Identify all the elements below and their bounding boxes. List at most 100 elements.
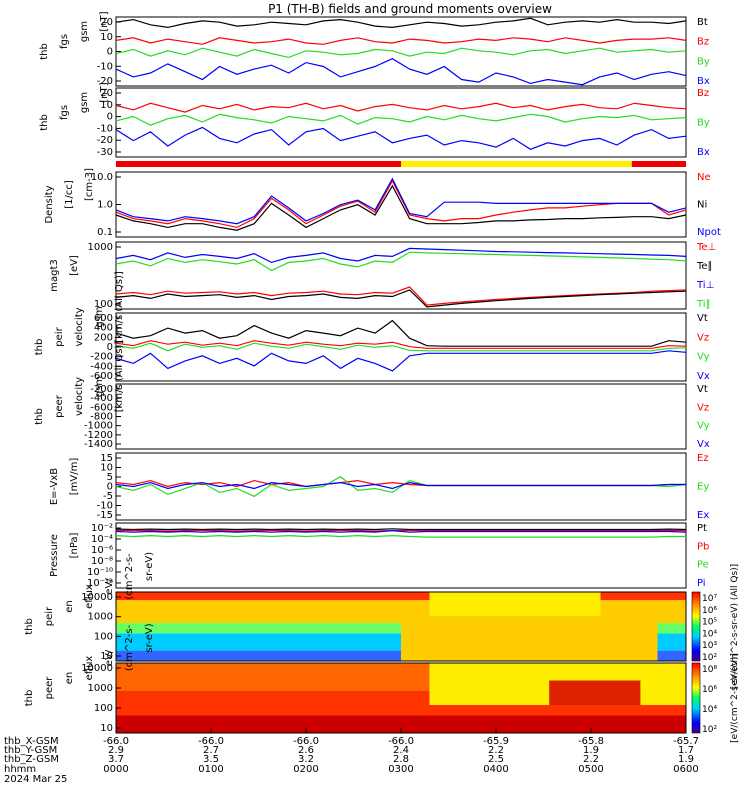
- legend-label: By: [697, 118, 710, 129]
- x-tick-label: 2.4: [393, 745, 409, 756]
- panel-frame: [115, 87, 687, 158]
- series-line-fgs_gsm-2: [115, 47, 687, 59]
- y-tick-label: 20: [100, 17, 113, 28]
- series-line-fgs_gsm_dsl-0: [115, 102, 687, 113]
- y-tick-label: 0: [107, 342, 113, 353]
- series-line-temperature-3: [115, 251, 687, 272]
- series-line-temperature-2: [115, 247, 687, 264]
- x-tick-label: 0600: [673, 764, 698, 775]
- y-axis-label-line: en: [64, 672, 75, 685]
- y-tick-label: 100: [94, 631, 113, 642]
- y-axis-label: thb peer velocity gsm [km/s (All Qs)]: [34, 341, 125, 425]
- spectrogram-band: [429, 592, 601, 617]
- y-tick-label: 1000: [88, 612, 113, 623]
- y-tick-label: 10: [100, 463, 113, 474]
- y-axis-label-line: E=-VxB: [49, 468, 60, 505]
- y-axis-label-line: eflux: [84, 584, 95, 609]
- y-tick-label: -15: [97, 510, 113, 521]
- y-axis-label-line: thb: [34, 408, 45, 425]
- x-tick-label: 2.2: [583, 754, 599, 765]
- colorbar-tick-label: 10⁶: [702, 606, 717, 616]
- mode-bar-segment: [401, 161, 632, 167]
- y-tick-label: 600: [94, 313, 113, 324]
- x-row-label: thb_X-GSM: [4, 736, 59, 747]
- y-tick-label: 200: [94, 332, 113, 343]
- colorbar-tick-label: 10⁴: [702, 629, 717, 639]
- legend-label: Vt: [697, 384, 708, 395]
- legend-label: Te∥: [696, 261, 713, 272]
- x-tick-label: 2.7: [203, 745, 219, 756]
- y-tick-label: 10⁻²: [91, 523, 113, 534]
- x-tick-label: -66.0: [293, 736, 319, 747]
- y-axis-label-line: peir: [44, 606, 55, 626]
- y-axis-label-line: eflux: [84, 656, 95, 681]
- y-axis-label-line: [km/s (All Qs)]: [114, 271, 125, 343]
- y-tick-label: 10: [100, 32, 113, 43]
- y-axis-label-line: peir: [54, 326, 65, 346]
- y-tick-label: 10000: [81, 663, 113, 674]
- series-line-temperature-0: [115, 286, 687, 306]
- series-line-peir_velocity-2: [115, 342, 687, 352]
- y-tick-label: 15: [100, 453, 113, 464]
- spectrogram-band: [549, 680, 641, 705]
- y-axis-label-line: thb: [34, 339, 45, 356]
- y-axis-label-line: velocity: [74, 307, 85, 346]
- x-tick-label: 1.7: [678, 745, 694, 756]
- y-tick-label: 0: [107, 47, 113, 58]
- legend-label: Npot: [697, 227, 721, 238]
- x-row-label: hhmm: [4, 764, 36, 775]
- y-axis-label-line: [nT]: [99, 82, 110, 102]
- y-tick-label: -30: [97, 147, 113, 158]
- legend-label: Bz: [697, 88, 709, 99]
- series-line-peir_velocity-3: [115, 350, 687, 372]
- colorbar-tick-label: 10²: [702, 725, 717, 735]
- legend-label: Ti⊥: [696, 280, 714, 291]
- y-tick-label: -20: [97, 76, 113, 87]
- spectrogram-band: [116, 715, 686, 733]
- y-axis-label-line: [mV/m]: [69, 458, 80, 496]
- y-tick-label: 10⁻⁸: [91, 556, 113, 567]
- legend-label: Te⊥: [696, 242, 716, 253]
- y-axis-label-line: peer: [44, 676, 55, 700]
- y-axis-label-line: sr-eV): [144, 623, 155, 652]
- y-tick-label: 1000: [88, 242, 113, 253]
- series-line-pressure-2: [115, 534, 686, 538]
- y-tick-label: -5: [103, 491, 113, 502]
- colorbar-tick-label: 10⁷: [702, 594, 717, 604]
- legend-label: Pe: [697, 560, 709, 571]
- panel-frame: [115, 383, 687, 450]
- legend-label: Ex: [697, 510, 709, 521]
- y-axis-label-line: thb: [39, 43, 50, 60]
- colorbar-label: [eV/(cm^2-s-sr-eV) (All Qs)]: [730, 564, 740, 689]
- y-tick-label: 400: [94, 323, 113, 334]
- y-tick-label: -200: [90, 352, 113, 363]
- x-row-label: thb_Z-GSM: [4, 754, 59, 765]
- legend-label: Pt: [697, 523, 707, 534]
- series-line-peir_velocity-0: [115, 319, 687, 347]
- x-tick-label: 0400: [483, 764, 508, 775]
- x-tick-label: -66.0: [198, 736, 224, 747]
- legend-label: Bx: [697, 147, 710, 158]
- series-line-density-0: [115, 179, 687, 229]
- x-tick-label: 0200: [293, 764, 318, 775]
- series-line-e_field-2: [115, 481, 686, 490]
- y-tick-label: 0: [107, 112, 113, 123]
- y-tick-label: 100: [94, 703, 113, 714]
- y-axis-label-line: [eV]: [69, 255, 80, 276]
- y-tick-label: 100: [94, 299, 113, 310]
- x-tick-label: 0500: [578, 764, 603, 775]
- y-tick-label: 10: [100, 723, 113, 734]
- legend-label: Vy: [697, 352, 710, 363]
- series-line-density-1: [115, 184, 687, 231]
- y-axis-label-line: en: [64, 600, 75, 613]
- y-tick-label: -400: [90, 393, 113, 404]
- colorbar-tick-label: 10⁵: [702, 618, 717, 628]
- series-line-fgs_gsm_dsl-1: [115, 113, 687, 126]
- panel-frame: [115, 522, 687, 589]
- y-axis-label: Density [1/cc] [cm-3]: [44, 168, 95, 224]
- y-axis-label-line: Pressure: [49, 534, 60, 577]
